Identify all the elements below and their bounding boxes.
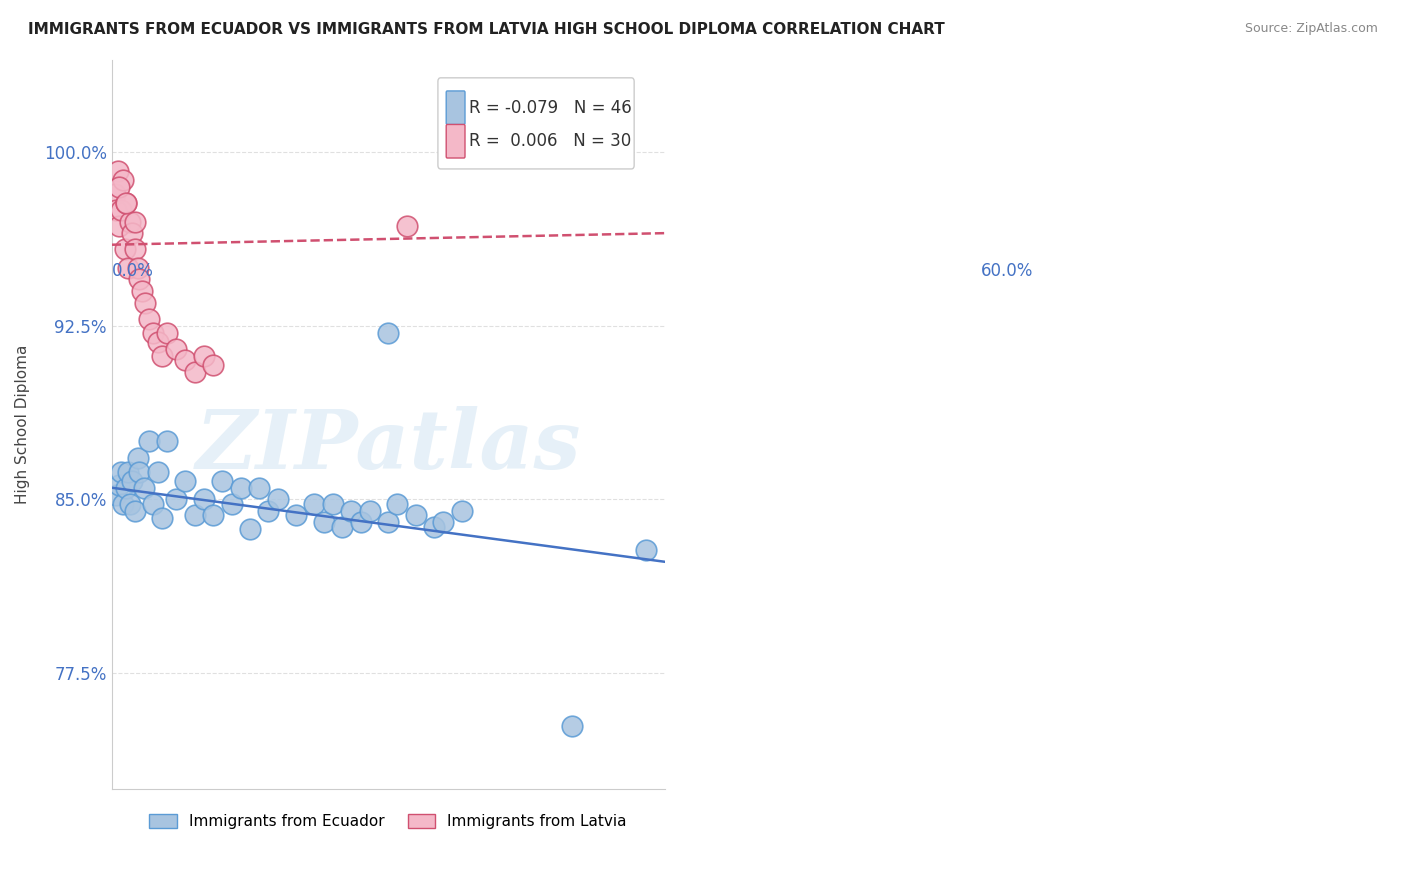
Point: [128, 272, 150, 286]
Point: [193, 349, 215, 363]
Point: [304, 497, 326, 511]
Point: [134, 295, 156, 310]
Point: [285, 508, 308, 523]
Point: [108, 478, 131, 492]
Y-axis label: High School Diploma: High School Diploma: [15, 344, 30, 504]
Point: [121, 474, 143, 488]
Point: [114, 481, 136, 495]
Point: [239, 522, 262, 536]
FancyBboxPatch shape: [446, 125, 465, 158]
Text: IMMIGRANTS FROM ECUADOR VS IMMIGRANTS FROM LATVIA HIGH SCHOOL DIPLOMA CORRELATIO: IMMIGRANTS FROM ECUADOR VS IMMIGRANTS FR…: [28, 22, 945, 37]
Point: [395, 219, 418, 234]
Point: [340, 504, 363, 518]
Point: [152, 349, 174, 363]
Point: [132, 481, 155, 495]
Point: [330, 520, 353, 534]
Point: [377, 516, 399, 530]
Point: [128, 465, 150, 479]
Point: [115, 196, 138, 211]
Point: [423, 520, 446, 534]
Point: [211, 474, 233, 488]
Point: [138, 434, 160, 449]
Point: [636, 543, 658, 558]
Point: [108, 179, 131, 194]
Point: [156, 326, 179, 340]
Text: Source: ZipAtlas.com: Source: ZipAtlas.com: [1244, 22, 1378, 36]
Point: [110, 202, 132, 217]
Point: [257, 504, 280, 518]
Point: [127, 450, 149, 465]
Point: [322, 497, 344, 511]
Text: R = -0.079   N = 46: R = -0.079 N = 46: [470, 99, 633, 117]
Point: [121, 226, 143, 240]
Text: 60.0%: 60.0%: [981, 262, 1033, 280]
Point: [127, 260, 149, 275]
Point: [405, 508, 427, 523]
Point: [108, 219, 131, 234]
FancyBboxPatch shape: [446, 91, 465, 125]
Point: [202, 358, 225, 372]
Point: [221, 497, 243, 511]
Point: [183, 508, 205, 523]
Point: [312, 516, 335, 530]
Point: [152, 510, 174, 524]
FancyBboxPatch shape: [437, 78, 634, 169]
Point: [107, 163, 129, 178]
Point: [124, 243, 146, 257]
Text: ZIPatlas: ZIPatlas: [195, 406, 581, 486]
Point: [165, 492, 187, 507]
Point: [174, 474, 197, 488]
Point: [105, 488, 128, 502]
Point: [247, 481, 270, 495]
Point: [105, 202, 128, 217]
Point: [165, 342, 187, 356]
Point: [193, 492, 215, 507]
Point: [146, 465, 169, 479]
Point: [114, 196, 136, 211]
Point: [120, 214, 142, 228]
Point: [114, 243, 136, 257]
Text: R =  0.006   N = 30: R = 0.006 N = 30: [470, 132, 631, 150]
Point: [266, 492, 288, 507]
Point: [124, 504, 146, 518]
Text: 0.0%: 0.0%: [111, 262, 153, 280]
Point: [110, 465, 132, 479]
Point: [146, 334, 169, 349]
Point: [111, 497, 134, 511]
Point: [174, 353, 197, 368]
Point: [377, 326, 399, 340]
Point: [138, 311, 160, 326]
Point: [124, 214, 146, 228]
Point: [359, 504, 381, 518]
Point: [450, 504, 472, 518]
Point: [103, 186, 125, 201]
Point: [131, 284, 153, 298]
Point: [120, 497, 142, 511]
Point: [229, 481, 252, 495]
Point: [349, 516, 371, 530]
Point: [156, 434, 179, 449]
Point: [142, 497, 165, 511]
Point: [117, 260, 139, 275]
Point: [183, 365, 205, 379]
Point: [111, 173, 134, 187]
Point: [117, 465, 139, 479]
Point: [387, 497, 409, 511]
Point: [142, 326, 165, 340]
Point: [202, 508, 225, 523]
Point: [561, 719, 583, 733]
Point: [432, 516, 454, 530]
Legend: Immigrants from Ecuador, Immigrants from Latvia: Immigrants from Ecuador, Immigrants from…: [143, 808, 633, 836]
